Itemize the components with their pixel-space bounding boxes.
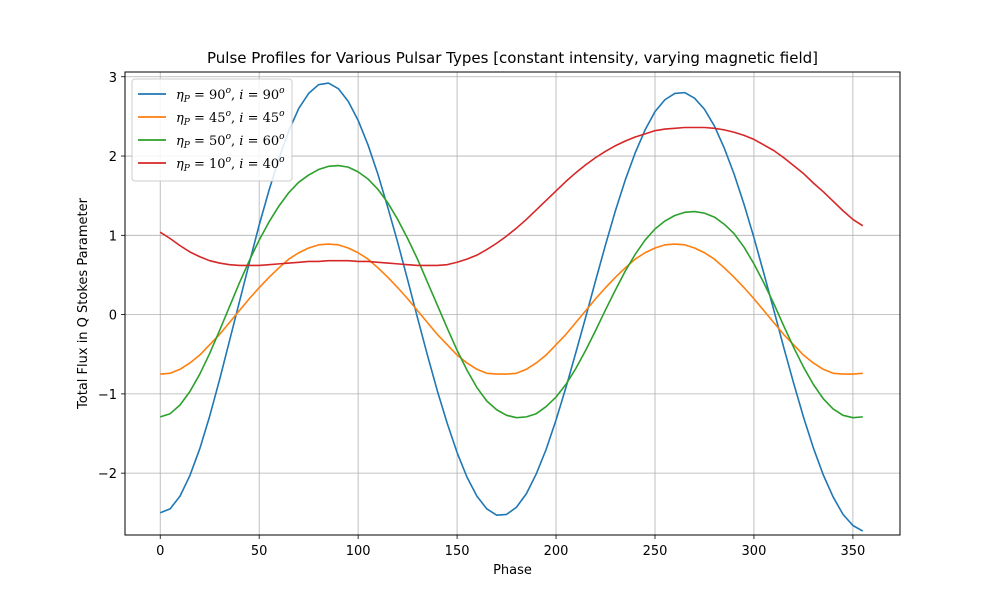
y-tick-label: 2 — [109, 150, 117, 165]
chart-title: Pulse Profiles for Various Pulsar Types … — [207, 49, 818, 67]
legend-entry: ηP = 45o, i = 45o — [176, 109, 285, 128]
x-axis-label: Phase — [493, 563, 532, 578]
y-tick-label: 3 — [109, 71, 117, 86]
x-tick-label: 350 — [840, 544, 865, 559]
series-line-3 — [159, 164, 863, 419]
x-axis-ticks: 0 50 100 150 200 250 300 350 — [156, 535, 865, 559]
x-tick-label: 250 — [643, 544, 668, 559]
y-axis-ticks: −2 −1 0 1 2 3 — [98, 71, 125, 482]
y-tick-label: 0 — [109, 309, 117, 324]
legend: ηP = 90o, i = 90o ηP = 45o, i = 45o ηP = 5… — [131, 78, 293, 182]
y-tick-label: 1 — [109, 229, 117, 244]
legend-entry: ηP = 50o, i = 60o — [176, 132, 285, 151]
series-line-2 — [160, 243, 863, 375]
plot-frame — [124, 71, 901, 536]
legend-entry: ηP = 10o, i = 40o — [176, 155, 285, 174]
legend-box — [131, 78, 293, 182]
x-tick-label: 100 — [346, 544, 371, 559]
x-tick-label: 300 — [742, 544, 767, 559]
y-axis-label: Total Flux in Q Stokes Parameter — [76, 197, 91, 410]
y-tick-label: −2 — [98, 467, 117, 482]
x-tick-label: 50 — [251, 544, 268, 559]
gridlines — [125, 72, 900, 535]
y-tick-label: −1 — [98, 388, 117, 403]
legend-entry: ηP = 90o, i = 90o — [176, 86, 285, 105]
x-tick-label: 150 — [445, 544, 470, 559]
x-tick-label: 0 — [156, 544, 164, 559]
series-line-4 — [159, 126, 864, 267]
x-tick-label: 200 — [544, 544, 569, 559]
